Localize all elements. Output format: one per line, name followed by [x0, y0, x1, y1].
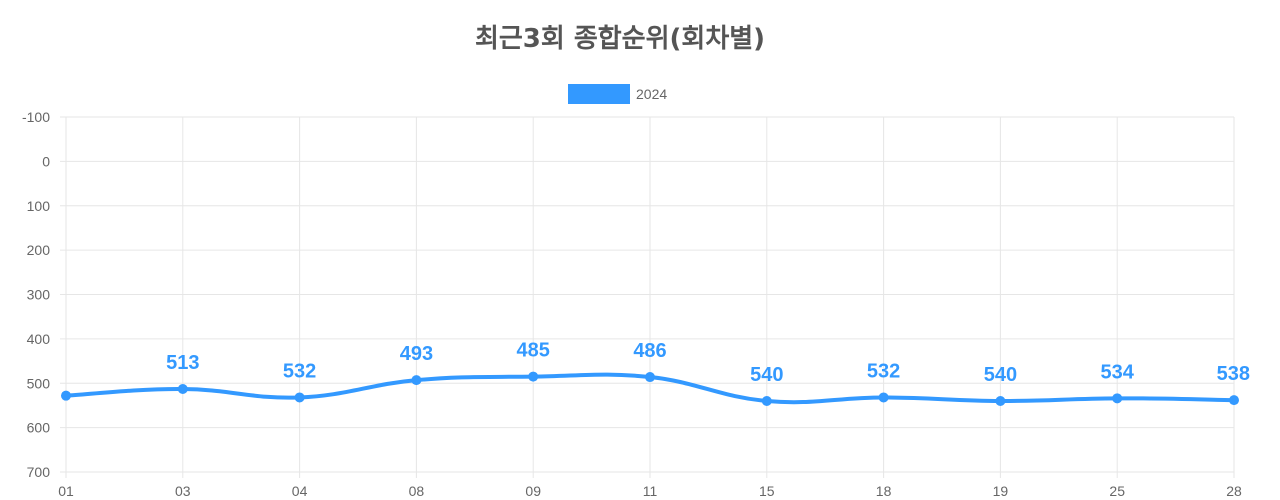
y-tick-label: 300	[27, 287, 51, 303]
grid	[60, 117, 1234, 478]
chart-title: 최근3회 종합순위(회차별)	[475, 24, 765, 54]
y-tick-label: -100	[22, 109, 50, 125]
y-tick-label: 500	[27, 375, 51, 391]
x-tick-label: 28	[1226, 483, 1242, 499]
data-point[interactable]	[762, 396, 772, 406]
data-point[interactable]	[1112, 393, 1122, 403]
x-tick-label: 19	[993, 483, 1009, 499]
y-tick-label: 0	[42, 153, 50, 169]
x-tick-label: 18	[876, 483, 892, 499]
y-tick-label: 700	[27, 464, 51, 480]
data-labels: 513 532 493 485 486 540 532 540 534 538	[166, 340, 1250, 386]
data-label: 540	[984, 364, 1017, 386]
data-point[interactable]	[178, 384, 188, 394]
data-label: 485	[517, 340, 550, 362]
x-tick-label: 09	[525, 483, 541, 499]
data-point[interactable]	[645, 372, 655, 382]
data-point[interactable]	[879, 392, 889, 402]
data-point[interactable]	[995, 396, 1005, 406]
data-label: 540	[750, 364, 783, 386]
data-point[interactable]	[528, 372, 538, 382]
data-label: 532	[283, 360, 316, 382]
data-label: 493	[400, 343, 433, 365]
x-tick-label: 11	[643, 483, 658, 499]
x-tick-label: 08	[409, 483, 425, 499]
x-tick-label: 01	[58, 483, 74, 499]
legend-swatch[interactable]	[568, 84, 630, 104]
legend-label[interactable]: 2024	[636, 86, 667, 102]
x-tick-label: 04	[292, 483, 308, 499]
legend[interactable]: 2024	[568, 84, 667, 104]
y-tick-label: 600	[27, 420, 51, 436]
data-label: 534	[1101, 361, 1135, 383]
data-label: 532	[867, 360, 900, 382]
data-point[interactable]	[295, 392, 305, 402]
data-point[interactable]	[411, 375, 421, 385]
data-label: 513	[166, 352, 199, 374]
y-tick-label: 100	[27, 198, 51, 214]
x-tick-label: 03	[175, 483, 191, 499]
data-point[interactable]	[61, 391, 71, 401]
x-tick-label: 15	[759, 483, 775, 499]
x-tick-label: 25	[1109, 483, 1125, 499]
y-tick-label: 200	[27, 242, 51, 258]
data-label: 538	[1217, 363, 1250, 385]
data-label: 486	[633, 340, 666, 362]
data-point[interactable]	[1229, 395, 1239, 405]
y-tick-label: 400	[27, 331, 51, 347]
axes: -100 0 100 200 300 400 500 600 700 01 03 04 08 09 11 15…	[22, 109, 1242, 499]
